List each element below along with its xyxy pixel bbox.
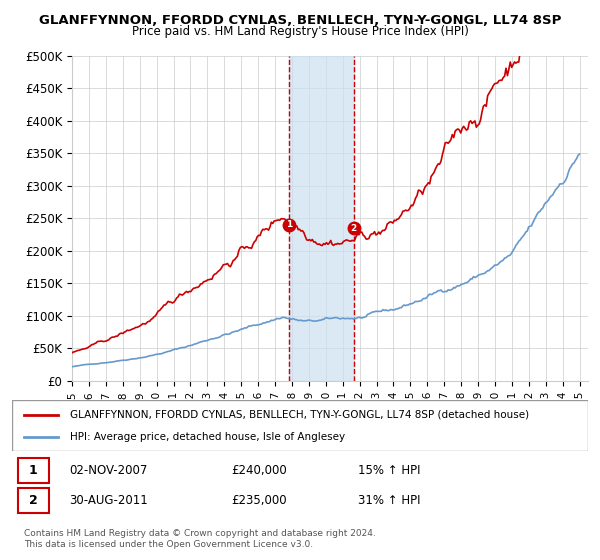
FancyBboxPatch shape xyxy=(18,458,49,483)
Text: £235,000: £235,000 xyxy=(231,494,287,507)
Bar xyxy=(289,56,354,381)
Text: 31% ↑ HPI: 31% ↑ HPI xyxy=(358,494,420,507)
Text: GLANFFYNNON, FFORDD CYNLAS, BENLLECH, TYN-Y-GONGL, LL74 8SP (detached house): GLANFFYNNON, FFORDD CYNLAS, BENLLECH, TY… xyxy=(70,409,529,419)
Text: 2: 2 xyxy=(351,223,357,232)
Text: 1: 1 xyxy=(286,221,292,230)
FancyBboxPatch shape xyxy=(12,400,588,451)
FancyBboxPatch shape xyxy=(18,488,49,513)
Text: 1: 1 xyxy=(29,464,38,477)
Text: Price paid vs. HM Land Registry's House Price Index (HPI): Price paid vs. HM Land Registry's House … xyxy=(131,25,469,38)
Text: Contains HM Land Registry data © Crown copyright and database right 2024.
This d: Contains HM Land Registry data © Crown c… xyxy=(24,529,376,549)
Text: 15% ↑ HPI: 15% ↑ HPI xyxy=(358,464,420,477)
Text: 2: 2 xyxy=(29,494,38,507)
Text: £240,000: £240,000 xyxy=(231,464,287,477)
Text: GLANFFYNNON, FFORDD CYNLAS, BENLLECH, TYN-Y-GONGL, LL74 8SP: GLANFFYNNON, FFORDD CYNLAS, BENLLECH, TY… xyxy=(39,14,561,27)
Text: 02-NOV-2007: 02-NOV-2007 xyxy=(70,464,148,477)
Text: HPI: Average price, detached house, Isle of Anglesey: HPI: Average price, detached house, Isle… xyxy=(70,432,345,442)
Text: 30-AUG-2011: 30-AUG-2011 xyxy=(70,494,148,507)
